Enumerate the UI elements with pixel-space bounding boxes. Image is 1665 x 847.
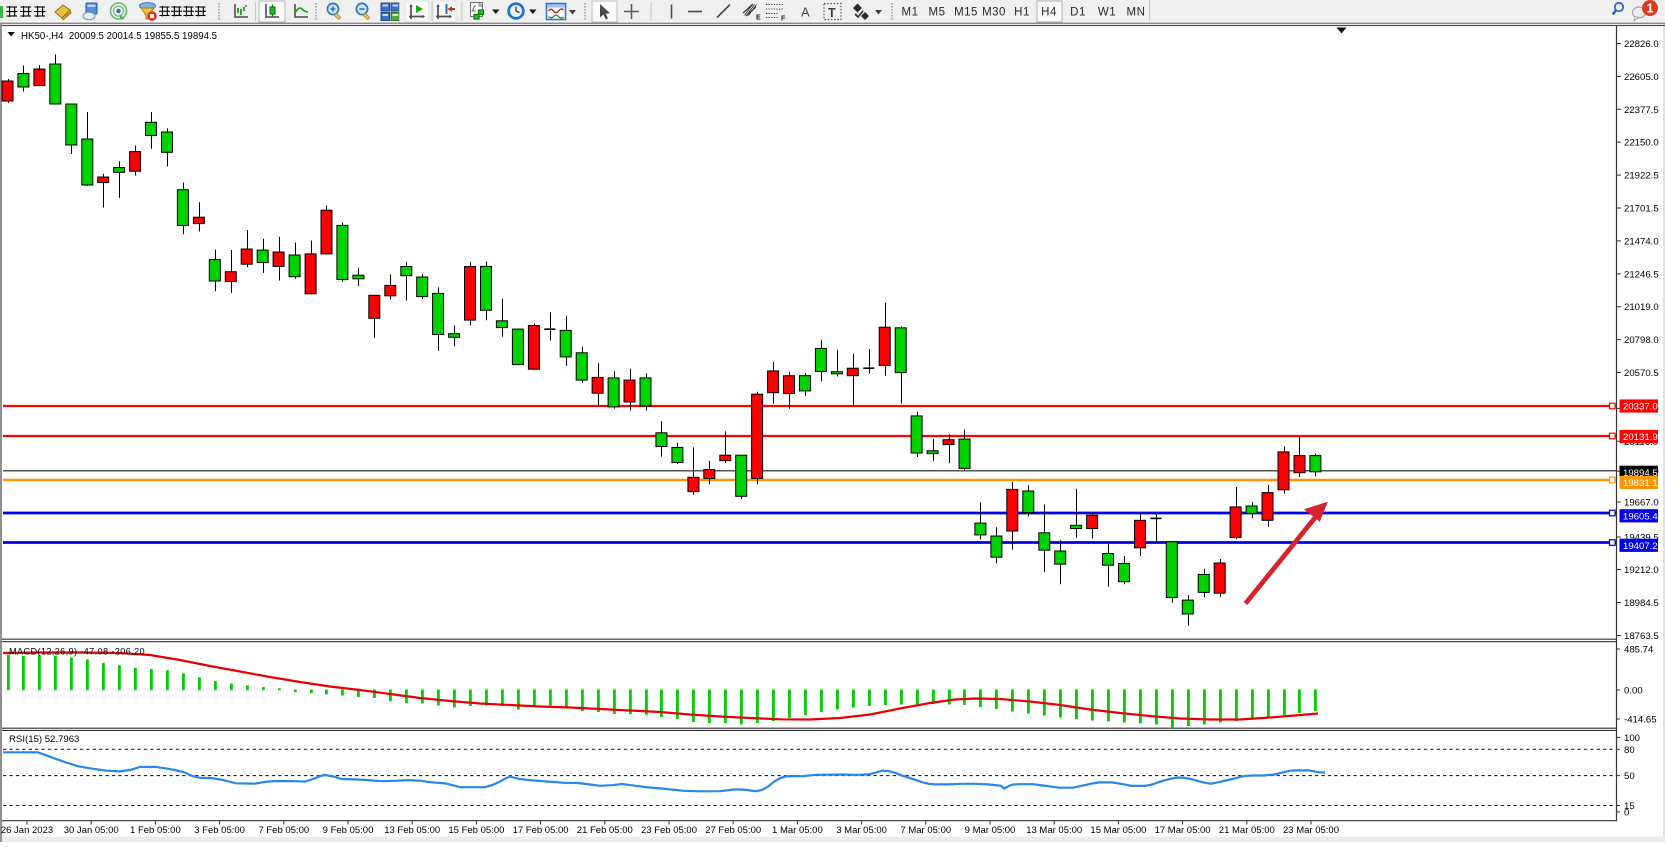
svg-text:19667.0: 19667.0 [1624, 498, 1659, 509]
svg-text:E: E [756, 15, 761, 22]
svg-text:H4: H4 [1041, 7, 1057, 19]
svg-text:7 Feb 05:00: 7 Feb 05:00 [258, 825, 309, 836]
svg-text:3 Mar 05:00: 3 Mar 05:00 [836, 825, 887, 836]
svg-text:0: 0 [1624, 807, 1629, 818]
svg-text:7 Mar 05:00: 7 Mar 05:00 [900, 825, 951, 836]
svg-text:9 Mar 05:00: 9 Mar 05:00 [965, 825, 1016, 836]
svg-text:20798.0: 20798.0 [1624, 335, 1659, 346]
svg-text:20131.9: 20131.9 [1623, 432, 1658, 443]
svg-text:21701.5: 21701.5 [1624, 204, 1659, 215]
svg-text:19831.1: 19831.1 [1623, 478, 1658, 489]
svg-text:19605.4: 19605.4 [1623, 511, 1658, 522]
svg-text:18984.5: 18984.5 [1624, 598, 1659, 609]
svg-text:M1: M1 [902, 7, 919, 19]
svg-text:H1: H1 [1014, 7, 1030, 19]
svg-text:17 Feb 05:00: 17 Feb 05:00 [513, 825, 569, 836]
svg-text:W1: W1 [1098, 7, 1116, 19]
svg-text:T: T [828, 6, 836, 20]
svg-text:HK50-,H4 20009.5 20014.5 1985: HK50-,H4 20009.5 20014.5 19855.5 19894.5 [21, 31, 217, 42]
svg-text:22377.5: 22377.5 [1624, 105, 1659, 116]
svg-text:15 Mar 05:00: 15 Mar 05:00 [1090, 825, 1146, 836]
svg-text:17 Mar 05:00: 17 Mar 05:00 [1155, 825, 1211, 836]
svg-text:1 Feb 05:00: 1 Feb 05:00 [130, 825, 181, 836]
svg-text:80: 80 [1624, 745, 1635, 756]
svg-text:22150.0: 22150.0 [1624, 138, 1659, 149]
svg-text:18763.5: 18763.5 [1624, 631, 1659, 642]
svg-text:A: A [801, 5, 810, 20]
svg-text:30 Jan 05:00: 30 Jan 05:00 [64, 825, 119, 836]
svg-text:23 Mar 05:00: 23 Mar 05:00 [1283, 825, 1339, 836]
svg-text:-414.65: -414.65 [1624, 715, 1657, 726]
svg-text:19439.5: 19439.5 [1624, 533, 1659, 544]
svg-text:19894.5: 19894.5 [1623, 468, 1658, 479]
svg-text:21246.5: 21246.5 [1624, 269, 1659, 280]
svg-text:19212.0: 19212.0 [1624, 565, 1659, 576]
svg-text:27 Feb 05:00: 27 Feb 05:00 [705, 825, 761, 836]
svg-text:21474.0: 21474.0 [1624, 236, 1659, 247]
svg-text:21922.5: 21922.5 [1624, 171, 1659, 182]
svg-text:21 Mar 05:00: 21 Mar 05:00 [1219, 825, 1275, 836]
svg-text:15: 15 [1624, 801, 1635, 812]
svg-text:21019.0: 21019.0 [1624, 302, 1659, 313]
svg-text:50: 50 [1624, 771, 1635, 782]
svg-text:3 Feb 05:00: 3 Feb 05:00 [194, 825, 245, 836]
svg-text:M15: M15 [954, 7, 978, 19]
svg-text:MACD(12,26,9) -47.08 -206.20: MACD(12,26,9) -47.08 -206.20 [9, 647, 145, 657]
svg-text:D1: D1 [1070, 7, 1086, 19]
svg-text:22605.0: 22605.0 [1624, 72, 1659, 83]
svg-text:RSI(15) 52.7963: RSI(15) 52.7963 [9, 734, 79, 745]
svg-text:13 Feb 05:00: 13 Feb 05:00 [384, 825, 440, 836]
svg-text:100: 100 [1624, 733, 1640, 744]
svg-text:F: F [781, 16, 786, 23]
svg-text:22826.0: 22826.0 [1624, 39, 1659, 50]
svg-text:21 Feb 05:00: 21 Feb 05:00 [577, 825, 633, 836]
svg-text:26 Jan 2023: 26 Jan 2023 [1, 825, 53, 836]
svg-text:20570.5: 20570.5 [1624, 368, 1659, 379]
svg-text:M5: M5 [929, 7, 946, 19]
svg-text:485.74: 485.74 [1624, 645, 1654, 656]
svg-text:MN: MN [1127, 7, 1146, 19]
svg-text:23 Feb 05:00: 23 Feb 05:00 [641, 825, 697, 836]
svg-text:9 Feb 05:00: 9 Feb 05:00 [323, 825, 374, 836]
svg-text:M30: M30 [982, 7, 1006, 19]
svg-text:19407.2: 19407.2 [1623, 541, 1658, 552]
svg-text:1 Mar 05:00: 1 Mar 05:00 [772, 825, 823, 836]
svg-text:13 Mar 05:00: 13 Mar 05:00 [1026, 825, 1082, 836]
svg-text:1: 1 [1646, 1, 1653, 16]
svg-text:20337.0: 20337.0 [1623, 402, 1658, 413]
svg-text:0.00: 0.00 [1624, 686, 1643, 697]
svg-text:15 Feb 05:00: 15 Feb 05:00 [448, 825, 504, 836]
